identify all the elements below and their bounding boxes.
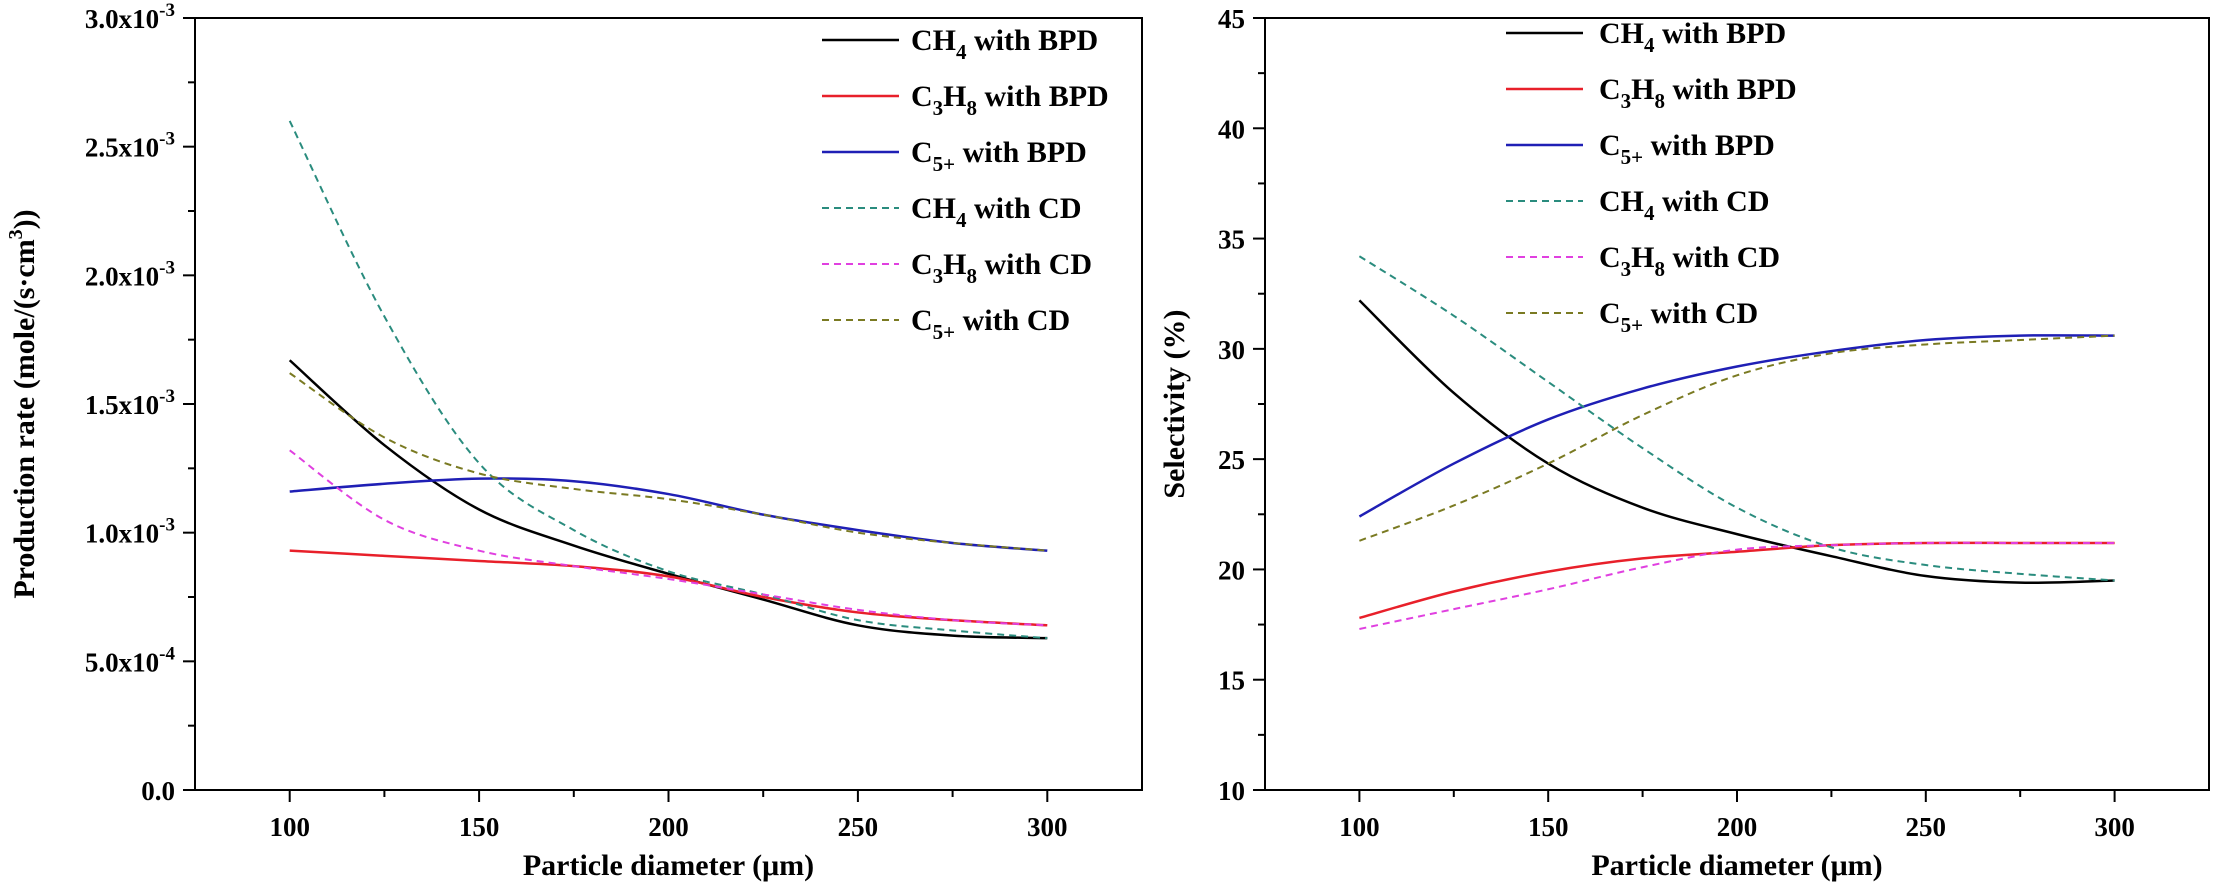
chart1-series-line-4 <box>288 120 1048 640</box>
chart1-x-tick-label: 150 <box>459 812 500 842</box>
chart1-legend-label-3: C5+ with BPD <box>911 136 1087 176</box>
chart2-series-line-1 <box>1358 299 2115 585</box>
chart1-x-tick-label: 300 <box>1027 812 1068 842</box>
chart1-x-tick-label: 100 <box>269 812 310 842</box>
chart1-legend-label-6: C5+ with CD <box>911 304 1070 344</box>
chart1-y-tick-label: 1.5x10-3 <box>85 386 175 420</box>
chart2-legend-label-3: C5+ with BPD <box>1599 129 1775 169</box>
chart2-legend: CH4 with BPD C3H8 with BPD C5+ with BPD CH4… <box>1506 17 1797 337</box>
chart2-legend-label-5: C3H8 with CD <box>1599 241 1780 281</box>
chart1-legend-label-2: C3H8 with BPD <box>911 80 1109 120</box>
chart1-series-line-1 <box>288 359 1048 640</box>
chart2-x-tick-label: 150 <box>1528 812 1569 842</box>
chart2-series-line-2 <box>1359 541 2115 620</box>
chart1-series-line-2 <box>289 549 1048 627</box>
chart1-y-tick-label: 5.0x10-4 <box>85 643 176 677</box>
chart1-x-axis-title: Particle diameter (μm) <box>523 849 814 882</box>
chart2-y-tick-label: 30 <box>1218 335 1245 365</box>
chart2-legend-label-6: C5+ with CD <box>1599 297 1758 337</box>
chart2-y-axis-title: Selectivity (%) <box>1158 309 1191 498</box>
chart2-legend-label-2: C3H8 with BPD <box>1599 73 1797 113</box>
chart2-y-tick-label: 25 <box>1218 445 1245 475</box>
chart2-series-line-4 <box>1358 255 2115 582</box>
chart2-legend-label-1: CH4 with BPD <box>1599 17 1786 57</box>
chart2-y-tick-label: 35 <box>1218 225 1245 255</box>
chart2-series-line-5 <box>1359 541 2115 630</box>
chart1-x-tick-label: 200 <box>648 812 689 842</box>
chart2-y-tick-label: 20 <box>1218 555 1245 585</box>
chart1-y-tick-label: 3.0x10-3 <box>85 0 175 34</box>
chart1-legend: CH4 with BPD C3H8 with BPD C5+ with BPD CH4… <box>822 24 1109 344</box>
chart1-y-tick-label: 2.0x10-3 <box>85 257 175 291</box>
selectivity-chart: 100 150 200 250 300 10 15 20 25 30 35 40 45 Particle … <box>1158 4 2210 882</box>
chart1-legend-label-4: CH4 with CD <box>911 192 1082 232</box>
chart2-y-tick-label: 10 <box>1218 776 1245 806</box>
chart1-y-tick-label: 2.5x10-3 <box>85 129 175 163</box>
chart1-series-line-3 <box>289 477 1048 552</box>
chart1-y-axis-title: Production rate (mole/(s·cm3)) <box>5 209 41 598</box>
chart1-legend-label-1: CH4 with BPD <box>911 24 1098 64</box>
chart2-x-tick-label: 100 <box>1339 812 1380 842</box>
chart2-series-line-3 <box>1358 334 2115 518</box>
chart2-x-tick-label: 250 <box>1906 812 1947 842</box>
chart1-series-line-6 <box>289 372 1048 552</box>
chart1-y-tick-label: 0.0 <box>141 776 175 806</box>
chart2-y-tick-label: 45 <box>1218 4 1245 34</box>
chart1-x-tick-label: 250 <box>838 812 879 842</box>
chart2-x-axis-title: Particle diameter (μm) <box>1591 849 1882 882</box>
production-rate-chart: 100 150 200 250 300 0.0 5.0x10-4 1.0x10-3 1.5x10… <box>5 0 1143 882</box>
chart2-y-tick-label: 40 <box>1218 114 1245 144</box>
chart1-series-line-5 <box>289 449 1048 627</box>
chart2-series-line-6 <box>1359 334 2115 542</box>
chart1-legend-label-5: C3H8 with CD <box>911 248 1092 288</box>
chart2-legend-label-4: CH4 with CD <box>1599 185 1770 225</box>
chart1-y-tick-label: 1.0x10-3 <box>85 515 175 549</box>
chart2-x-tick-label: 200 <box>1717 812 1758 842</box>
chart2-y-tick-label: 15 <box>1218 666 1245 696</box>
chart2-x-tick-label: 300 <box>2094 812 2135 842</box>
